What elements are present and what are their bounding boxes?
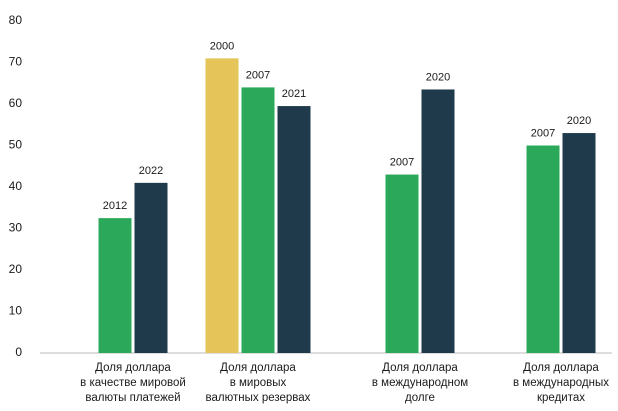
y-tick-label: 70: [9, 55, 23, 69]
bar-label: 2020: [567, 115, 591, 127]
y-tick-label: 60: [9, 96, 23, 110]
y-tick-label: 40: [9, 179, 23, 193]
y-tick-label: 80: [9, 13, 23, 27]
x-tick-label: в международных: [513, 377, 609, 389]
bar-label: 2012: [103, 200, 127, 212]
bar: [241, 87, 275, 354]
x-tick-label: в качестве мировой: [80, 377, 186, 389]
x-tick-label: Доля доллара: [523, 362, 599, 374]
bar: [562, 133, 596, 353]
y-tick-label: 0: [15, 345, 22, 359]
bar-label: 2000: [210, 40, 234, 52]
bar-label: 2007: [390, 156, 414, 168]
bar: [205, 58, 239, 353]
bar: [277, 106, 311, 353]
y-tick-label: 30: [9, 221, 23, 235]
bar: [526, 145, 560, 353]
bar-label: 2022: [139, 165, 163, 177]
x-tick-label: валютных резервах: [206, 392, 311, 404]
x-tick-label: валюты платежей: [85, 392, 180, 404]
x-tick-label: в международном: [372, 377, 468, 389]
y-tick-label: 20: [9, 262, 23, 276]
bar: [98, 218, 132, 353]
x-tick-label: Доля доллара: [95, 362, 171, 374]
x-tick-label: Доля доллара: [382, 362, 458, 374]
y-tick-label: 10: [9, 304, 23, 318]
bar-label: 2020: [426, 71, 450, 83]
bar: [385, 174, 419, 353]
x-tick-label: кредитах: [537, 392, 585, 404]
bar: [421, 89, 455, 353]
x-tick-label: долге: [405, 392, 435, 404]
bar-label: 2007: [246, 69, 270, 81]
x-tick-label: Доля доллара: [220, 362, 296, 374]
bar: [134, 182, 168, 353]
y-tick-label: 50: [9, 138, 23, 152]
bar-label: 2007: [531, 127, 555, 139]
x-tick-label: в мировых: [230, 377, 287, 389]
bar-label: 2021: [282, 88, 306, 100]
